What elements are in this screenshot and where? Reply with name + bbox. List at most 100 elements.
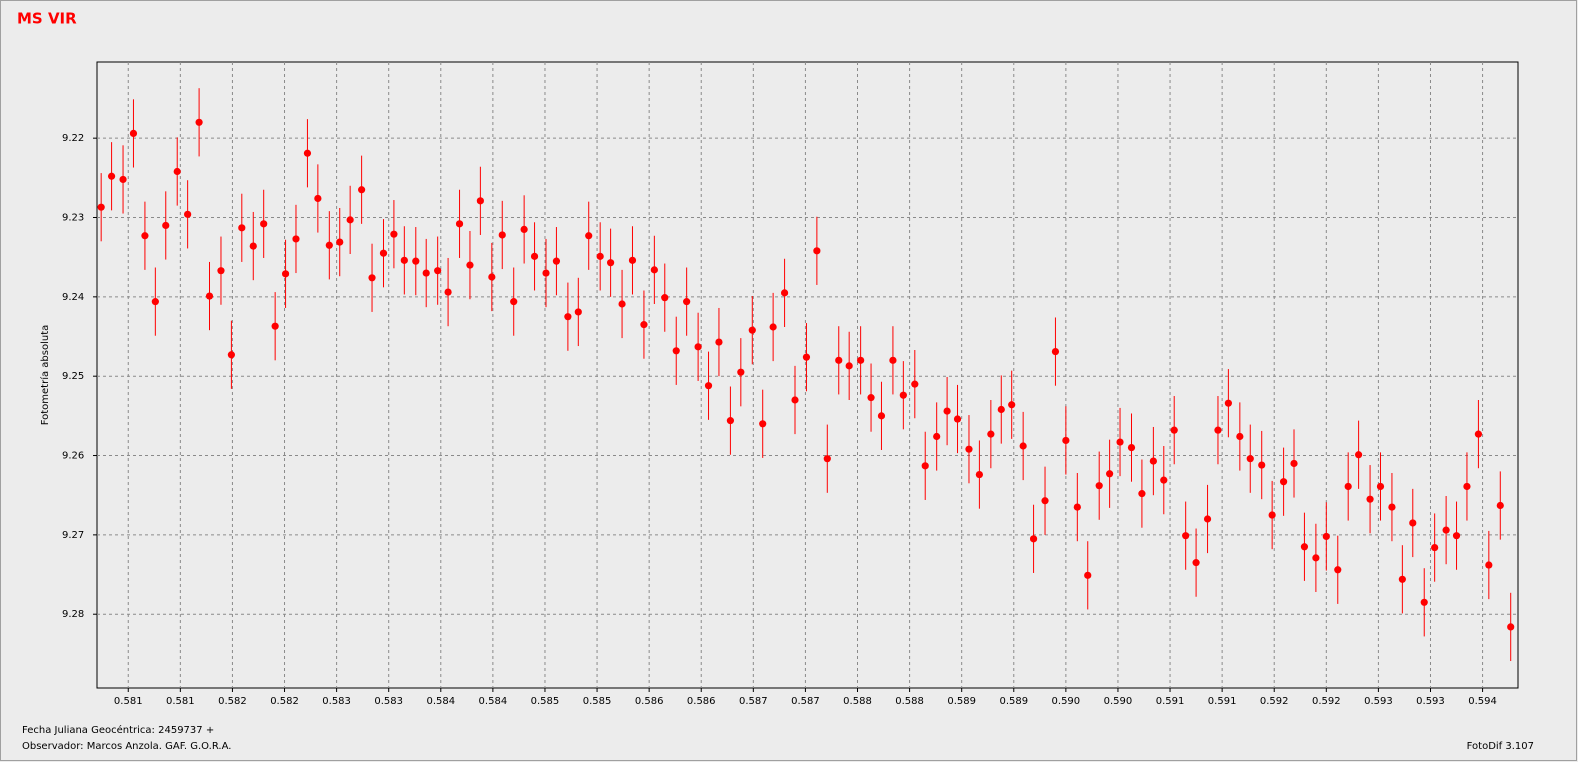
data-point [303, 149, 312, 157]
data-point [336, 238, 344, 246]
x-tick-label: 0.584 [426, 696, 455, 707]
data-point [530, 252, 539, 260]
data-point [661, 294, 669, 302]
data-point [552, 257, 561, 265]
x-tick-label: 0.589 [999, 696, 1028, 707]
data-point [434, 267, 442, 275]
data-point [314, 194, 322, 203]
x-axis-label: Fecha Juliana Geocéntrica: 2459737 + [22, 724, 214, 736]
data-point [1376, 482, 1385, 491]
data-point [1442, 526, 1450, 534]
data-point [1149, 457, 1157, 465]
x-tick-label: 0.581 [114, 696, 143, 707]
x-tick-label: 0.592 [1260, 696, 1289, 707]
plot-area [96, 61, 1519, 689]
data-point [1496, 501, 1504, 510]
data-point [953, 415, 962, 423]
data-point [476, 197, 484, 205]
y-tick-label: 9.24 [62, 292, 84, 303]
data-point [813, 247, 821, 255]
y-axis-label: Fotometría absoluta [39, 325, 51, 426]
x-tick-label: 0.593 [1364, 696, 1393, 707]
data-point [857, 356, 865, 364]
data-point [217, 267, 225, 275]
data-point [346, 216, 354, 224]
data-point [1008, 401, 1016, 409]
x-tick-label: 0.588 [843, 696, 872, 707]
data-point [683, 298, 691, 306]
data-point [498, 231, 506, 239]
x-tick-label: 0.594 [1468, 696, 1497, 707]
data-point [1463, 482, 1471, 491]
data-point [1029, 535, 1038, 543]
data-point [1170, 426, 1178, 434]
data-point [390, 230, 398, 238]
data-point [726, 417, 735, 425]
data-point [899, 391, 907, 399]
data-point [249, 242, 257, 250]
data-point [987, 430, 995, 438]
data-point [1246, 455, 1254, 463]
data-point [877, 412, 886, 420]
data-point [1300, 543, 1309, 551]
x-tick-label: 0.590 [1104, 696, 1133, 707]
data-point [1290, 459, 1298, 468]
data-point [791, 396, 799, 404]
x-tick-label: 0.584 [479, 696, 508, 707]
data-point [358, 186, 366, 194]
data-point [769, 323, 777, 331]
data-point [1236, 432, 1244, 441]
data-point [1116, 438, 1124, 446]
data-point [1084, 571, 1092, 579]
data-point [1192, 559, 1200, 567]
y-tick-label: 9.25 [62, 371, 84, 382]
data-point [780, 289, 789, 297]
data-point [975, 470, 983, 479]
data-point [1355, 451, 1363, 459]
data-point [260, 220, 268, 228]
data-point [650, 266, 658, 274]
data-point [1474, 430, 1483, 438]
data-point [1182, 532, 1190, 540]
data-point [640, 321, 648, 329]
data-point [596, 252, 604, 260]
data-point [1106, 470, 1114, 478]
y-tick-label: 9.27 [62, 530, 84, 541]
data-point [628, 256, 637, 264]
x-tick-label: 0.585 [531, 696, 560, 707]
data-point [1452, 532, 1461, 540]
data-point [510, 298, 518, 306]
data-point [715, 338, 723, 346]
x-tick-label: 0.583 [322, 696, 351, 707]
data-point [1051, 347, 1060, 356]
x-tick-label: 0.582 [270, 696, 299, 707]
data-point [704, 382, 713, 390]
data-point [694, 343, 702, 351]
data-point [281, 270, 290, 278]
x-tick-label: 0.587 [739, 696, 768, 707]
data-point [1214, 426, 1222, 434]
y-tick-label: 9.26 [62, 451, 84, 462]
data-point [748, 326, 756, 334]
data-point [867, 394, 875, 402]
data-point [271, 322, 279, 330]
data-point [292, 235, 300, 243]
data-point [1409, 519, 1417, 527]
data-point [184, 210, 192, 218]
data-point [911, 380, 919, 388]
data-point [129, 129, 138, 138]
x-tick-label: 0.591 [1156, 696, 1185, 707]
x-tick-label: 0.588 [895, 696, 924, 707]
data-point [1073, 503, 1081, 511]
x-tick-label: 0.586 [687, 696, 716, 707]
data-point [1019, 442, 1027, 450]
x-tick-label: 0.591 [1208, 696, 1237, 707]
x-tick-label: 0.582 [218, 696, 247, 707]
data-point [1268, 511, 1276, 519]
data-point [151, 298, 159, 306]
data-point [1431, 543, 1439, 552]
data-point [618, 300, 626, 308]
data-point [1138, 490, 1146, 498]
y-tick-label: 9.28 [62, 609, 84, 620]
